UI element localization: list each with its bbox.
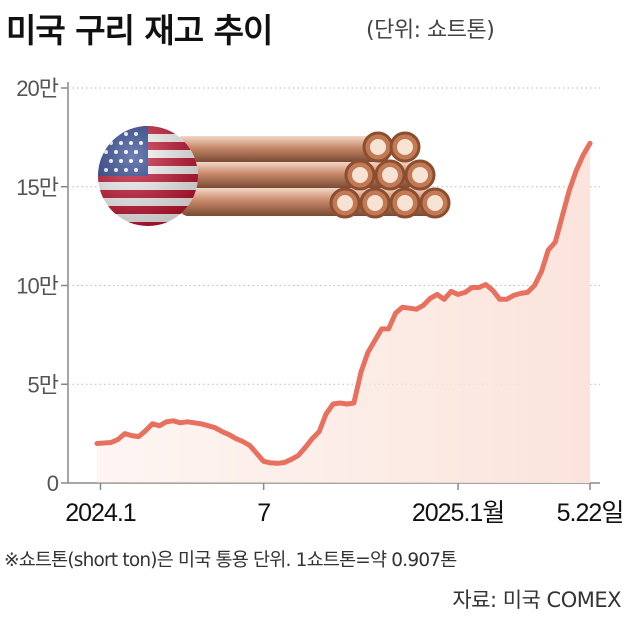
source-label: 자료: 미국 COMEX — [452, 588, 621, 612]
x-tick-label: 7 — [257, 499, 270, 527]
x-tick-label: 2024.1 — [65, 499, 136, 527]
series-line — [94, 140, 593, 466]
y-tick-label: 0 — [47, 471, 59, 496]
copper-pipes — [175, 131, 451, 219]
grid-layer: 0 5만 10만 15만 20만 2024.1 7 2025.1월 5.22일 — [16, 76, 624, 527]
y-tick-label: 15만 — [16, 175, 58, 200]
unit-label: (단위: 쇼트톤) — [366, 18, 495, 43]
chart-title: 미국 구리 재고 추이 — [6, 11, 273, 50]
y-tick-label: 10만 — [16, 274, 58, 299]
y-tick-label: 5만 — [28, 372, 59, 397]
data-layer — [94, 140, 593, 484]
x-tick-label: 2025.1월 — [412, 499, 504, 527]
x-tick-label: 5.22일 — [557, 499, 624, 527]
series-area — [97, 143, 590, 484]
illustration — [98, 126, 451, 226]
footnote: ※쇼트톤(short ton)은 미국 통용 단위. 1쇼트톤=약 0.907톤 — [4, 550, 457, 571]
y-tick-label: 20만 — [16, 76, 58, 101]
us-flag-ball — [98, 126, 198, 226]
